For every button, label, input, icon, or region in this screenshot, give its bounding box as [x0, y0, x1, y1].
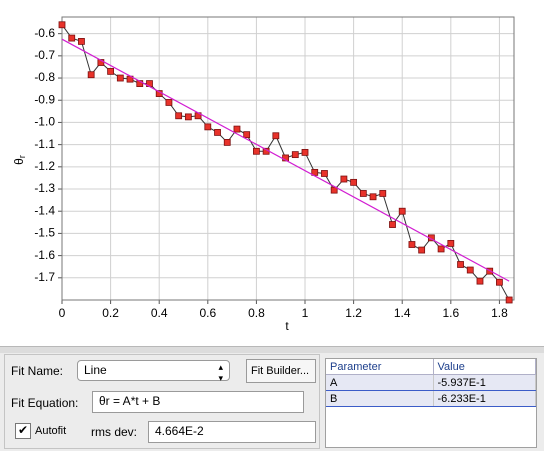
data-point	[204, 123, 212, 131]
table-cell: B	[326, 390, 434, 407]
table-cell: -6.233E-1	[433, 390, 537, 407]
data-point	[389, 221, 396, 228]
y-tick-label: -0.7	[34, 48, 55, 62]
data-point	[272, 132, 280, 140]
data-point	[350, 178, 358, 186]
y-tick-label: -1.0	[34, 115, 55, 129]
y-tick-label: -1.6	[34, 248, 55, 262]
x-tick-label: 0.6	[199, 306, 216, 320]
y-axis-label-main: θ	[12, 158, 26, 165]
x-tick-label: 0	[59, 306, 66, 320]
x-tick-label: 1.2	[345, 306, 362, 320]
data-point	[87, 71, 95, 79]
rms-label: rms dev:	[91, 425, 138, 439]
data-point	[466, 266, 474, 274]
split-divider[interactable]	[0, 346, 544, 353]
fit-equation-label: Fit Equation:	[11, 396, 79, 410]
data-point	[447, 239, 455, 247]
data-point	[243, 131, 251, 139]
table-cell: A	[326, 374, 434, 391]
data-point	[116, 74, 124, 82]
y-tick-label: -1.5	[34, 226, 55, 240]
data-point	[214, 129, 221, 136]
data-point	[418, 246, 426, 254]
data-point	[321, 170, 328, 177]
data-point	[379, 190, 387, 197]
fit-settings-group	[4, 354, 320, 449]
data-point	[107, 67, 115, 75]
x-tick-label: 0.4	[151, 306, 168, 320]
data-point	[223, 139, 231, 146]
header-cell: Value	[433, 359, 537, 375]
header-cell: Parameter	[326, 359, 434, 375]
data-point	[398, 207, 406, 215]
plot-frame	[61, 16, 515, 301]
data-point	[136, 80, 144, 87]
data-point	[359, 190, 367, 197]
data-point	[437, 245, 445, 253]
y-axis-label: θr	[12, 155, 27, 165]
data-point	[457, 261, 464, 268]
data-point	[184, 113, 192, 121]
fit-name-select[interactable]: Line ▴ ▾	[77, 360, 230, 383]
data-point	[233, 125, 241, 133]
data-point	[165, 99, 173, 106]
data-point	[496, 278, 503, 286]
data-point	[58, 21, 66, 29]
x-tick-label: 0.8	[248, 306, 265, 320]
data-point	[253, 147, 260, 155]
fit-name-value: Line	[84, 363, 107, 377]
table-header-row: Parameter Value	[326, 359, 537, 375]
y-tick-label: -1.4	[34, 203, 55, 217]
data-point	[476, 277, 484, 285]
data-point	[291, 151, 299, 159]
x-tick-label: 1.6	[442, 306, 459, 320]
fit-line	[61, 38, 510, 282]
rms-field[interactable]: 4.664E-2	[148, 421, 316, 443]
chart: θr t -0.6 -0.7 -0.8 -0.9 -1.0 -1.1 -1.2 -1.3 -1.…	[0, 0, 544, 346]
table-row[interactable]: B -6.233E-1	[326, 390, 537, 407]
x-tick-label: 1.4	[394, 306, 411, 320]
x-tick-label: 1	[302, 306, 309, 320]
data-line	[61, 24, 510, 301]
parameter-table: Parameter Value A -5.937E-1 B -6.233E-1	[325, 358, 537, 448]
fit-panel: Fit Name: Line ▴ ▾ Fit Builder... Fit Equa…	[0, 352, 544, 451]
fit-name-label: Fit Name:	[11, 364, 64, 378]
data-point	[68, 34, 76, 42]
data-point	[369, 193, 377, 201]
table-row[interactable]: A -5.937E-1	[326, 374, 537, 391]
data-point	[505, 296, 513, 304]
x-tick-label: 1.8	[491, 306, 508, 320]
data-point	[340, 175, 348, 183]
table: Parameter Value A -5.937E-1 B -6.233E-1	[326, 359, 537, 407]
data-point	[175, 112, 183, 120]
data-point	[408, 241, 416, 248]
data-point	[301, 148, 309, 156]
autofit-label: Autofit	[35, 425, 67, 437]
y-tick-label: -0.8	[34, 70, 55, 84]
y-tick-label: -1.3	[34, 181, 55, 195]
fit-builder-button[interactable]: Fit Builder...	[246, 359, 316, 383]
y-tick-label: -1.2	[34, 159, 55, 173]
y-tick-label: -1.7	[34, 270, 55, 284]
y-axis-label-sub: r	[17, 155, 27, 158]
fit-equation-field[interactable]: θr = A*t + B	[92, 391, 304, 413]
y-tick-label: -0.6	[34, 26, 55, 40]
y-tick-label: -0.9	[34, 92, 55, 106]
autofit-checkbox[interactable]: ✔	[15, 423, 31, 439]
data-point	[78, 38, 85, 45]
x-tick-label: 0.2	[102, 306, 119, 320]
table-cell: -5.937E-1	[433, 374, 537, 391]
y-tick-label: -1.1	[34, 137, 55, 151]
x-axis-label: t	[285, 319, 289, 333]
